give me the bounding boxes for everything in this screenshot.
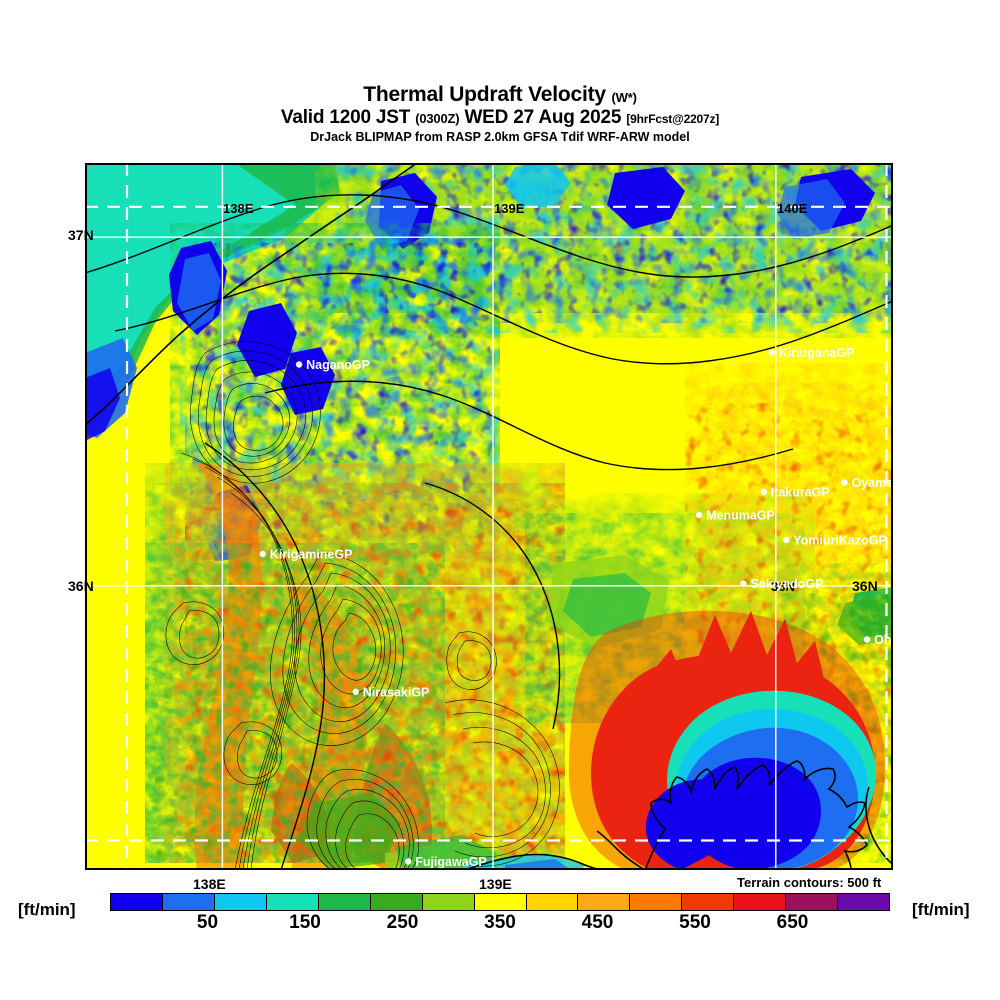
colorbar: [ft/min] [ft/min] 50 150 250 350 450 550 650 xyxy=(0,888,1000,938)
site-dot-icon xyxy=(405,858,412,865)
colorbar-cell-0 xyxy=(111,894,163,910)
site-marker[interactable]: KirigamineGP xyxy=(259,548,353,562)
site-label: YomiuriKazoGP xyxy=(793,533,887,547)
site-label: KirigamineGP xyxy=(270,548,353,562)
valid-date: WED 27 Aug 2025 xyxy=(464,107,622,128)
colorbar-cell-7 xyxy=(474,894,527,910)
colorbar-tick-550: 550 xyxy=(679,912,711,933)
colorbar-tick-150: 150 xyxy=(289,912,321,933)
site-marker[interactable]: YomiuriKazoGP xyxy=(783,533,887,547)
terrain-contour-note: Terrain contours: 500 ft xyxy=(737,875,882,890)
axis-label-36n-right: 36N xyxy=(852,578,878,594)
site-marker[interactable]: NirasakiGP xyxy=(352,685,430,699)
colorbar-cell-11 xyxy=(682,894,735,910)
grid-label-138e-top: 138E xyxy=(223,201,254,216)
site-dot-icon xyxy=(768,349,775,356)
site-label: NaganoGP xyxy=(306,358,370,372)
site-label: MenumaGP xyxy=(706,509,775,523)
site-dot-icon xyxy=(259,550,266,558)
colorbar-ticks: 50 150 250 350 450 550 650 xyxy=(110,912,890,936)
site-marker[interactable]: OhtoneGP xyxy=(863,633,893,647)
site-marker[interactable]: SekiyadoGP xyxy=(740,577,823,591)
graticule-labels: 138E 139E 140E 36N xyxy=(223,201,808,594)
colorbar-cell-10 xyxy=(630,894,683,910)
site-label: FujigawaGP xyxy=(415,855,487,869)
colorbar-cell-1 xyxy=(162,894,215,910)
colorbar-strip xyxy=(110,893,890,911)
site-dot-icon xyxy=(760,488,767,495)
site-marker[interactable]: MenumaGP xyxy=(695,509,775,523)
forecast-map[interactable]: 138E 139E 140E 36N NaganoGP KiriuganaGP Oy… xyxy=(85,163,893,870)
model-source-line: DrJack BLIPMAP from RASP 2.0km GFSA Tdif… xyxy=(310,130,690,144)
axis-label-36n-left: 36N xyxy=(68,578,94,594)
axis-label-139e-bottom: 139E xyxy=(479,876,512,892)
axis-label-37n-left: 37N xyxy=(68,227,94,243)
title-parameter: (W*) xyxy=(611,90,637,105)
colorbar-tick-350: 350 xyxy=(484,912,516,933)
axis-label-138e-bottom: 138E xyxy=(193,876,226,892)
colorbar-tick-650: 650 xyxy=(776,912,809,933)
site-dot-icon xyxy=(695,511,703,519)
site-dot-icon xyxy=(295,361,303,368)
site-label: ItakuraGP xyxy=(771,485,830,499)
colorbar-units-right: [ft/min] xyxy=(912,900,970,919)
title-valid-line: Valid 1200 JST (0300Z) WED 27 Aug 2025 [… xyxy=(0,108,1000,127)
chart-title-block: Thermal Updraft Velocity (W*) Valid 1200… xyxy=(0,84,1000,144)
site-label: KiriuganaGP xyxy=(779,346,855,360)
site-dot-icon xyxy=(783,536,790,543)
forecast-tag: [9hrFcst@2207z] xyxy=(626,112,720,126)
terrain-contours xyxy=(165,341,560,870)
map-frame xyxy=(85,163,893,870)
map-canvas[interactable]: 138E 139E 140E 36N NaganoGP KiriuganaGP Oy… xyxy=(85,163,893,870)
site-marker[interactable]: ItakuraGP xyxy=(760,485,830,499)
site-label: SekiyadoGP xyxy=(751,577,824,591)
grid-label-36n-right: 36N xyxy=(771,579,795,594)
site-dot-icon xyxy=(740,580,747,587)
site-dot-icon xyxy=(352,688,359,695)
graticule xyxy=(85,163,893,870)
site-markers-layer[interactable]: NaganoGP KiriuganaGP OyamakiruGP ItakuraGP M… xyxy=(259,346,893,869)
colorbar-tick-450: 450 xyxy=(581,912,614,933)
colorbar-cell-3 xyxy=(266,894,319,910)
colorbar-cell-2 xyxy=(214,894,267,910)
colorbar-cell-4 xyxy=(318,894,371,910)
colorbar-tick-50: 50 xyxy=(196,912,219,933)
colorbar-cell-6 xyxy=(422,894,475,910)
colorbar-cell-9 xyxy=(578,894,631,910)
colorbar-cell-8 xyxy=(526,894,579,910)
valid-time: Valid 1200 JST xyxy=(280,107,411,128)
site-marker[interactable]: FujigawaGP xyxy=(405,855,487,869)
colorbar-units-left: [ft/min] xyxy=(18,900,76,919)
site-dot-icon xyxy=(841,479,848,486)
site-label: OhtoneGP xyxy=(874,633,893,647)
terrain-contours-major xyxy=(85,194,893,870)
grid-label-139e-top: 139E xyxy=(494,201,525,216)
site-label: NirasakiGP xyxy=(363,685,430,699)
title-main-line: Thermal Updraft Velocity (W*) xyxy=(0,84,1000,105)
map-raster-layer: 138E 139E 140E 36N NaganoGP KiriuganaGP Oy… xyxy=(85,163,893,870)
valid-time-utc: (0300Z) xyxy=(415,111,460,126)
page-title: Thermal Updraft Velocity xyxy=(363,83,606,106)
site-label: OyamakiruGP xyxy=(852,476,894,490)
site-marker[interactable]: KiriuganaGP xyxy=(768,346,855,360)
colorbar-tick-250: 250 xyxy=(386,912,419,933)
colorbar-cell-13 xyxy=(786,894,839,910)
site-marker[interactable]: OyamakiruGP xyxy=(841,476,893,490)
colorbar-cell-14 xyxy=(838,894,890,910)
site-marker[interactable]: NaganoGP xyxy=(295,358,370,372)
colorbar-cell-5 xyxy=(370,894,423,910)
site-dot-icon xyxy=(863,636,871,643)
grid-label-140e-top: 140E xyxy=(777,201,808,216)
colorbar-cell-12 xyxy=(734,894,787,910)
